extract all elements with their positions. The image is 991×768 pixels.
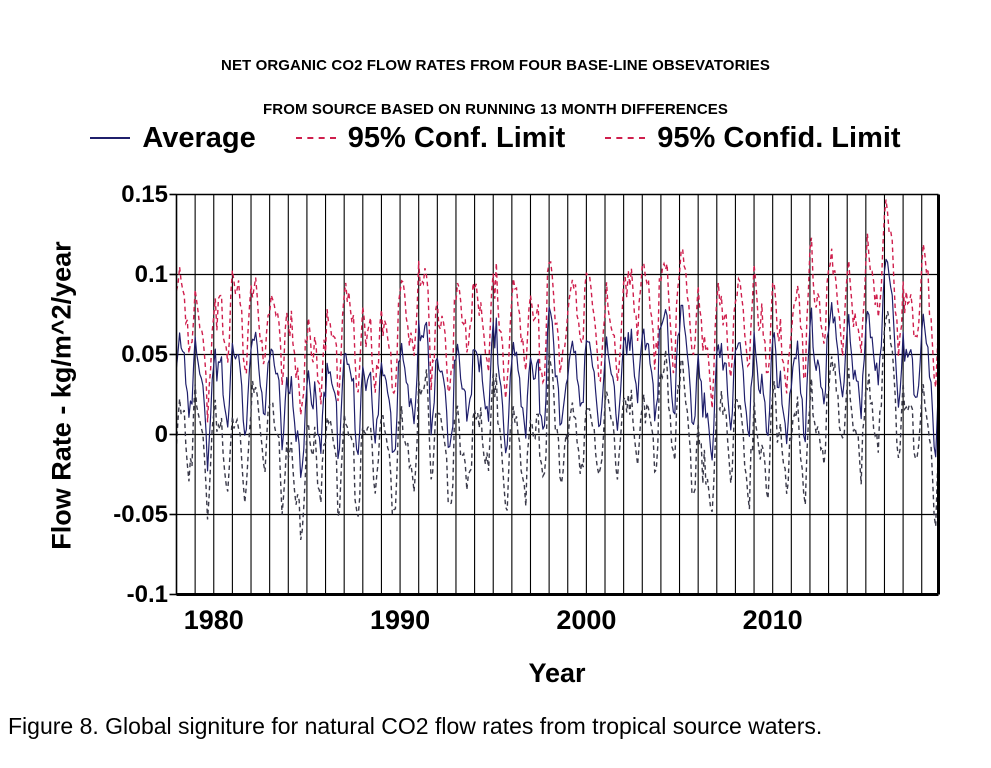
legend-label-average: Average <box>142 122 256 154</box>
series-line-average <box>176 258 939 478</box>
series-line-upper-confidence-limit <box>176 199 939 423</box>
chart-legend: Average 95% Conf. Limit 95% Confid. Limi… <box>0 118 991 158</box>
x-axis-title: Year <box>528 658 586 688</box>
x-axis-tick-label: 1980 <box>183 605 244 635</box>
x-axis-tick-label: 2000 <box>556 605 617 635</box>
legend-entry-lower-limit[interactable]: 95% Confid. Limit <box>605 122 901 154</box>
chart-title: NET ORGANIC CO2 FLOW RATES FROM FOUR BAS… <box>0 33 991 143</box>
series-line-lower-confidence-limit <box>176 311 939 541</box>
x-axis-tick-label: 1990 <box>370 605 431 635</box>
y-axis-tick-label: -0.05 <box>113 500 168 528</box>
y-axis-tick-label: 0.1 <box>134 260 168 288</box>
chart-title-line-2: FROM SOURCE BASED ON RUNNING 13 MONTH DI… <box>263 101 728 118</box>
figure-caption: Figure 8. Global signiture for natural C… <box>8 713 823 739</box>
legend-entry-average[interactable]: Average <box>90 122 256 154</box>
legend-line-solid-icon <box>90 137 131 139</box>
legend-entry-upper-limit[interactable]: 95% Conf. Limit <box>295 122 566 154</box>
y-axis-title: Flow Rate - kg/m^2/year <box>46 241 77 550</box>
data-series-group <box>176 199 939 541</box>
x-axis-tick-label: 2010 <box>742 605 803 635</box>
legend-line-dashed-icon-2 <box>605 137 646 139</box>
chart-title-line-1: NET ORGANIC CO2 FLOW RATES FROM FOUR BAS… <box>221 57 770 74</box>
y-axis-tick-label: 0.05 <box>121 340 168 368</box>
legend-label-upper-limit: 95% Conf. Limit <box>347 122 566 154</box>
legend-line-dashed-icon <box>295 137 336 139</box>
y-axis-tick-label: 0 <box>154 420 168 448</box>
plot-frame <box>169 193 940 596</box>
y-axis-tick-label: -0.1 <box>126 580 168 608</box>
y-axis-tick-label: 0.15 <box>121 180 168 208</box>
legend-label-lower-limit: 95% Confid. Limit <box>657 122 901 154</box>
y-axis-tick-labels: 0.15 0.1 0.05 0 -0.05 -0.1 <box>86 0 168 768</box>
